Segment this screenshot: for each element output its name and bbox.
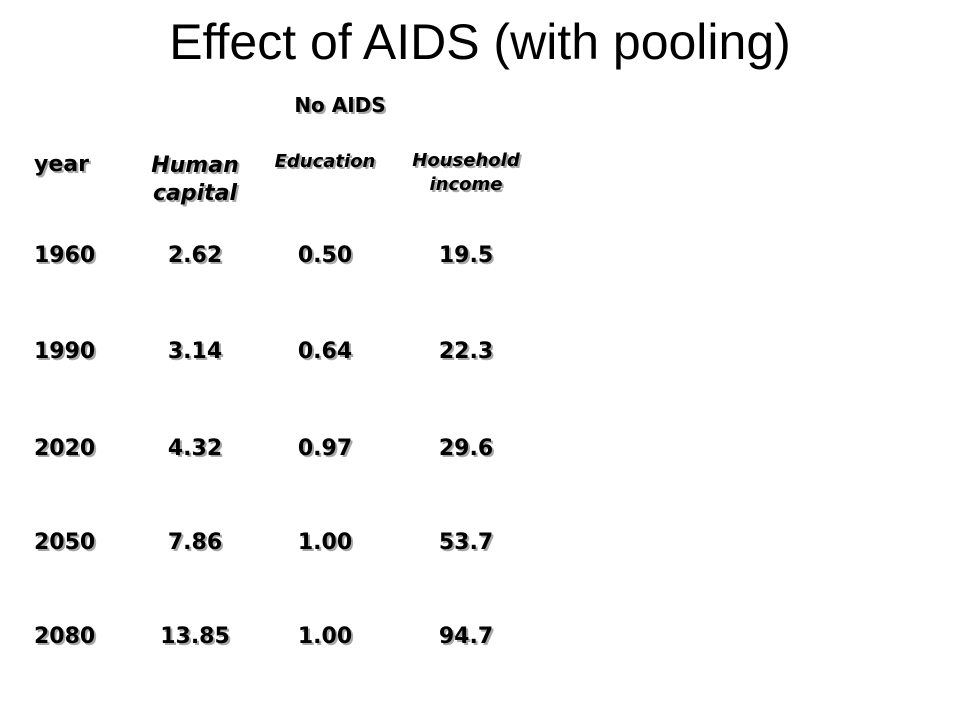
cell-human-capital: 2.62	[167, 243, 223, 268]
cell-year: 1960	[34, 243, 96, 268]
cell-education: 0.50	[297, 243, 353, 268]
cell-education: 0.64	[297, 339, 353, 364]
cell-household-income: 53.7	[438, 530, 494, 555]
cell-year: 2020	[34, 436, 96, 461]
cell-household-income: 19.5	[438, 243, 494, 268]
cell-human-capital: 13.85	[160, 624, 230, 649]
cell-household-income: 29.6	[438, 436, 494, 461]
header-human-capital-line2: capital	[152, 181, 238, 206]
cell-education: 1.00	[297, 624, 353, 649]
header-household-income-line1: Household	[412, 150, 520, 171]
cell-household-income: 22.3	[438, 339, 494, 364]
cell-household-income: 94.7	[438, 624, 494, 649]
header-human-capital: Human capital	[140, 152, 250, 208]
cell-education: 1.00	[297, 530, 353, 555]
header-household-income: Household income	[396, 149, 536, 197]
cell-education: 0.97	[297, 436, 353, 461]
header-human-capital-line1: Human	[151, 153, 239, 178]
cell-human-capital: 3.14	[167, 339, 223, 364]
header-household-income-line2: income	[429, 174, 503, 195]
header-year: year	[34, 152, 89, 177]
column-group-label: No AIDS	[294, 93, 386, 117]
cell-human-capital: 7.86	[167, 530, 223, 555]
slide-title: Effect of AIDS (with pooling)	[169, 14, 791, 70]
cell-human-capital: 4.32	[167, 436, 223, 461]
cell-year: 1990	[34, 339, 96, 364]
cell-year: 2080	[34, 624, 96, 649]
header-education: Education	[274, 151, 376, 172]
cell-year: 2050	[34, 530, 96, 555]
